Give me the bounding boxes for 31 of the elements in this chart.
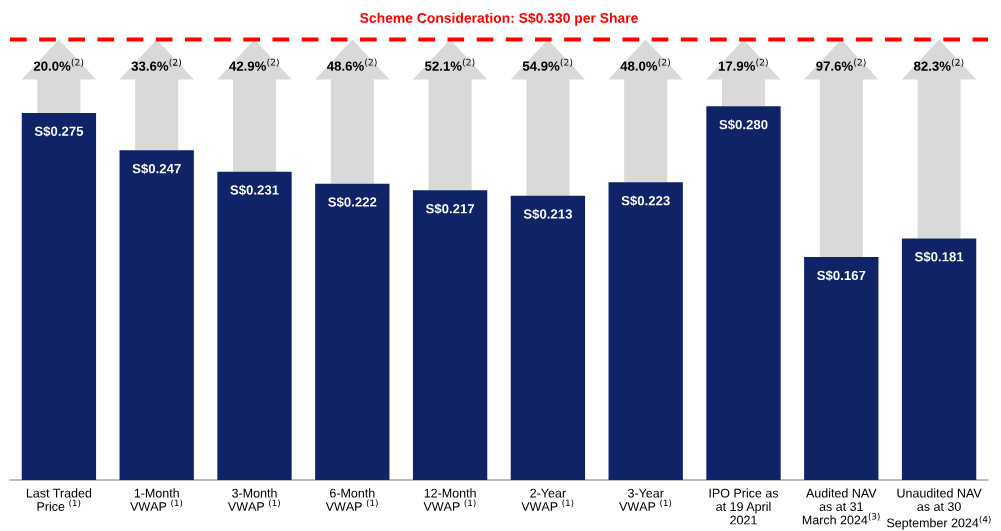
annotation: 17.9%$^{(2)}$ [718,58,768,71]
annotation: 52.1%$^{(2)}$ [424,58,475,71]
annotation: 33.6%$^{(2)}$ [131,58,181,71]
data-label: S$0.231 [230,184,279,196]
annotation: 48.6%$^{(2)}$ [326,58,377,71]
annotation: 82.3%$^{(2)}$ [913,58,964,71]
x-tick-label: Last Traded Price $^{(1)}$ [26,488,92,511]
data-label: S$0.222 [328,196,377,208]
annotation: 48.0%$^{(2)}$ [620,58,670,71]
data-label: S$0.217 [425,203,475,215]
annotation: 42.9%$^{(2)}$ [229,58,279,71]
data-label: S$0.167 [817,270,866,281]
x-tick-label: 3-Year VWAP $^{(1)}$ [619,488,672,511]
annotation: 54.9%$^{(2)}$ [522,58,573,71]
x-tick-label: 1-Month VWAP $^{(1)}$ [130,488,183,511]
data-label: S$0.247 [132,163,181,175]
ref-line-label: Scheme Consideration: S$0.330 per Share [360,12,638,26]
x-tick-label: 12-Month VWAP $^{(1)}$ [423,488,476,511]
x-tick-label: 2-Year VWAP $^{(1)}$ [521,488,574,511]
x-tick-label: Unaudited NAV as at 30 September 2024$^{(4)}$ [886,488,991,530]
data-label: S$0.223 [621,195,670,207]
annotation: 20.0%$^{(2)}$ [33,58,84,71]
annotation: 97.6%$^{(2)}$ [816,58,866,71]
data-label: S$0.181 [914,251,964,263]
data-label: S$0.213 [523,208,572,220]
data-label: S$0.280 [719,119,768,131]
x-tick-label: Audited NAV as at 31 March 2024$^{(3)}$ [802,488,880,525]
data-label: S$0.275 [34,126,84,137]
x-tick-label: 6-Month VWAP $^{(1)}$ [325,488,378,511]
x-tick-label: IPO Price as at 19 April 2021 [709,488,779,525]
x-tick-label: 3-Month VWAP $^{(1)}$ [227,488,280,511]
